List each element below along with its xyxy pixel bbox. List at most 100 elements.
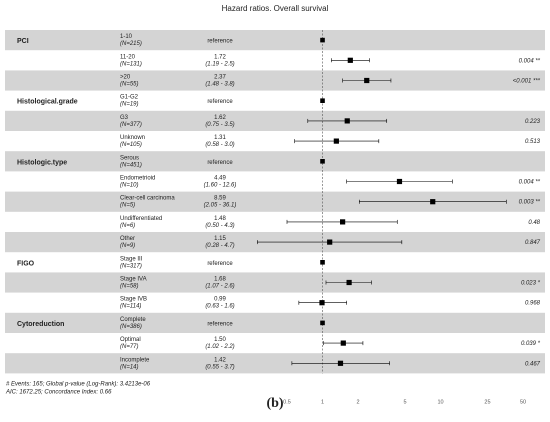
level-label: Incomplete	[120, 357, 150, 363]
p-value: 0.223	[525, 119, 541, 125]
hr-point	[396, 178, 403, 185]
level-n: (N=215)	[120, 41, 142, 47]
level-label: >20	[120, 75, 131, 81]
reference-label: reference	[207, 321, 233, 327]
reference-point	[320, 320, 325, 326]
p-value: 0.004 **	[519, 180, 541, 186]
hr-point	[344, 118, 350, 124]
level-n: (N=105)	[120, 142, 142, 148]
level-label: Other	[120, 236, 135, 242]
hr-point	[340, 219, 346, 225]
level-n: (N=55)	[120, 82, 139, 88]
row-shading	[5, 312, 545, 333]
hr-value: 1.68	[214, 277, 226, 283]
level-label: 1-10	[120, 34, 133, 40]
footnote: # Events: 165; Global p-value (Log-Rank)…	[6, 381, 151, 387]
level-label: G3	[120, 115, 129, 121]
group-label: FIGO	[17, 260, 35, 267]
footnotes: # Events: 165; Global p-value (Log-Rank)…	[5, 381, 151, 395]
hr-value: 1.31	[214, 135, 226, 141]
reference-point	[320, 260, 325, 265]
hr-point	[430, 199, 436, 205]
x-tick-label: 25	[484, 399, 490, 405]
group-label: Histological.grade	[17, 99, 78, 106]
reference-label: reference	[207, 99, 233, 105]
hr-ci: (0.75 - 3.5)	[205, 122, 234, 128]
hr-point	[327, 239, 333, 245]
level-label: Undifferentiated	[120, 216, 162, 222]
level-label: Stage IVA	[120, 277, 147, 283]
hr-ci: (0.28 - 4.7)	[205, 243, 234, 249]
level-label: Stage IVB	[120, 297, 147, 303]
hr-value: 2.37	[214, 75, 226, 81]
hr-ci: (0.55 - 3.7)	[205, 364, 234, 370]
hr-ci: (1.02 - 2.2)	[205, 344, 234, 350]
chart-title: Hazard ratios. Overall survival	[222, 4, 329, 13]
hr-point	[346, 279, 352, 286]
level-label: Complete	[120, 317, 146, 323]
p-value: 0.48	[528, 220, 540, 226]
hr-point	[364, 77, 370, 84]
x-tick-label: 2	[357, 399, 360, 405]
hr-ci: (1.48 - 3.8)	[205, 82, 234, 88]
hr-value: 1.48	[214, 216, 226, 222]
hr-point	[333, 138, 339, 144]
x-axis: 0.5 1 2 5 10 25 50	[283, 399, 526, 405]
p-value: 0.968	[525, 301, 541, 307]
level-n: (N=58)	[120, 284, 139, 290]
row-shading	[5, 151, 545, 172]
p-value: 0.467	[525, 361, 541, 367]
p-value: 0.003 **	[519, 200, 541, 206]
hr-ci: (0.63 - 1.6)	[205, 304, 234, 310]
reference-label: reference	[207, 261, 233, 267]
x-tick-label: 5	[403, 399, 406, 405]
level-n: (N=14)	[120, 364, 139, 370]
level-label: 11-20	[120, 54, 136, 60]
hr-point	[319, 300, 325, 306]
level-label: Clear-cell carcinoma	[120, 196, 175, 202]
x-tick-label: 0.5	[283, 399, 291, 405]
hr-ci: (1.60 - 12.6)	[204, 183, 237, 189]
p-value: <0.001 ***	[513, 79, 541, 85]
p-value: 0.513	[525, 139, 541, 145]
figure-caption: (b)	[266, 396, 284, 411]
level-label: Unknown	[120, 135, 145, 141]
level-n: (N=5)	[120, 203, 135, 209]
hr-ci: (1.07 - 2.6)	[205, 284, 234, 290]
hr-value: 1.15	[214, 236, 226, 242]
hr-point	[337, 360, 344, 366]
hr-value: 1.62	[214, 115, 226, 121]
p-value: 0.847	[525, 240, 541, 246]
level-n: (N=451)	[120, 162, 142, 168]
level-n: (N=131)	[120, 61, 142, 67]
level-n: (N=114)	[120, 304, 141, 310]
reference-point	[320, 98, 325, 103]
level-label: Serous	[120, 155, 139, 161]
level-n: (N=9)	[120, 243, 135, 249]
hr-point	[340, 340, 346, 346]
hr-ci: (2.05 - 36.1)	[204, 203, 237, 209]
level-n: (N=377)	[120, 122, 142, 128]
group-label: PCI	[17, 38, 29, 45]
hr-value: 1.50	[214, 337, 226, 343]
row-shading	[5, 70, 545, 91]
level-label: Endometrioid	[120, 176, 155, 182]
hr-value: 4.49	[214, 176, 226, 182]
level-n: (N=386)	[120, 324, 142, 330]
hr-value: 1.42	[214, 357, 226, 363]
p-value: 0.039 *	[521, 341, 541, 347]
row-shading	[5, 30, 545, 51]
x-tick-label: 50	[520, 399, 526, 405]
hr-ci: (1.19 - 2.5)	[205, 61, 234, 67]
x-tick-label: 10	[437, 399, 443, 405]
reference-point	[320, 37, 325, 43]
level-n: (N=77)	[120, 344, 139, 350]
level-label: Optimal	[120, 337, 141, 343]
row-shading	[5, 353, 545, 374]
hr-ci: (0.58 - 3.0)	[205, 142, 234, 148]
x-tick-label: 1	[321, 399, 324, 405]
hr-value: 8.59	[214, 196, 226, 202]
footnote: AIC: 1672.25; Concordance Index: 0.66	[5, 389, 112, 395]
